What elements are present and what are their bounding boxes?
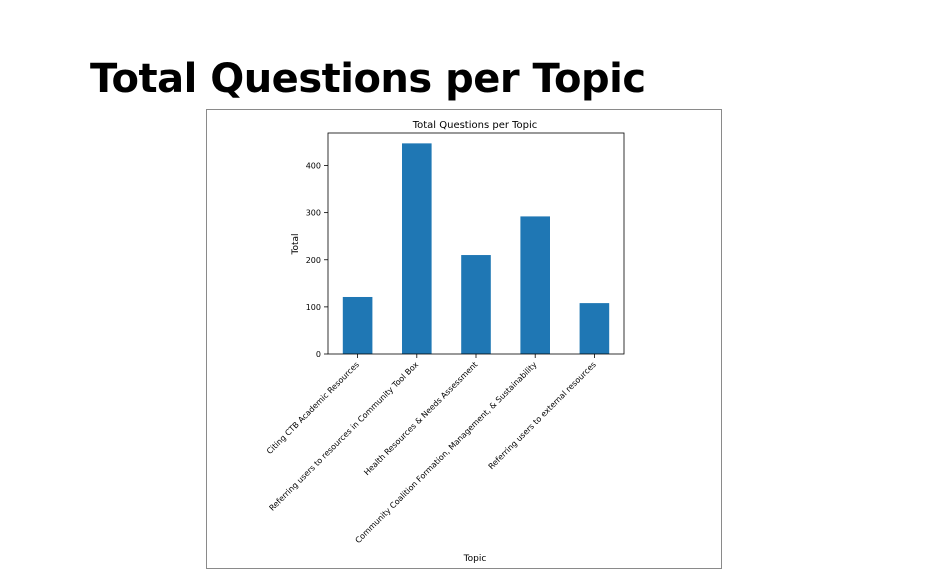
chart-figure: Total Questions per Topic Total Topic 0 1… xyxy=(206,109,722,569)
bar xyxy=(402,143,432,354)
bar-chart: Total Questions per Topic Total Topic 0 1… xyxy=(265,120,625,564)
bar xyxy=(461,255,491,354)
y-axis-label: Total xyxy=(291,233,301,255)
x-tick-label: Health Resources & Needs Assessment xyxy=(362,360,479,477)
y-tick-label: 400 xyxy=(306,162,321,171)
y-tick-label: 200 xyxy=(306,256,321,265)
bar xyxy=(579,303,610,354)
x-tick-label: Referring users to external resources xyxy=(487,360,598,471)
slide-title: Total Questions per Topic xyxy=(90,56,646,102)
y-tick-label: 300 xyxy=(306,209,321,218)
x-tick-label: Citing CTB Academic Resources xyxy=(265,360,361,456)
y-tick-label: 0 xyxy=(316,350,321,359)
y-tick-label: 100 xyxy=(306,303,321,312)
chart-title: Total Questions per Topic xyxy=(412,120,538,131)
bar xyxy=(520,216,550,354)
x-axis-label: Topic xyxy=(463,554,487,564)
bar xyxy=(342,296,373,354)
